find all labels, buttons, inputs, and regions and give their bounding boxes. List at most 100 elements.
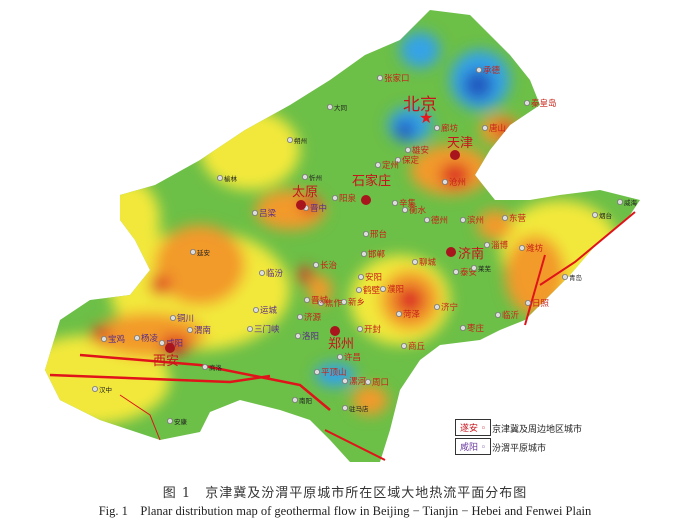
- city-marker[interactable]: 泰安: [452, 267, 477, 278]
- city-marker[interactable]: 杨凌: [133, 333, 159, 344]
- city-dot-icon: [186, 326, 193, 333]
- capital-city-marker[interactable]: 济南: [446, 246, 484, 262]
- city-dot-icon: [258, 269, 265, 276]
- city-marker[interactable]: 延安: [189, 248, 211, 257]
- city-marker[interactable]: 南阳: [291, 396, 312, 405]
- city-marker[interactable]: 周口: [364, 378, 389, 388]
- city-marker[interactable]: 驻马店: [341, 404, 369, 413]
- city-dot-icon: [617, 198, 624, 205]
- city-marker[interactable]: 德州: [423, 215, 448, 226]
- city-marker[interactable]: 忻州: [301, 173, 322, 182]
- city-marker[interactable]: 榆林: [216, 174, 238, 183]
- capital-city-marker[interactable]: 天津: [447, 136, 473, 160]
- city-label: 雄安: [412, 145, 429, 156]
- city-marker[interactable]: 晋城: [303, 296, 329, 306]
- city-label: 平顶山: [321, 367, 347, 378]
- city-marker[interactable]: 日照: [525, 299, 550, 309]
- city-marker[interactable]: 潍坊: [519, 243, 544, 254]
- city-marker[interactable]: 三门峡: [246, 324, 280, 335]
- city-marker[interactable]: 平顶山: [313, 367, 347, 378]
- legend-label-region: 京津冀及周边地区城市: [492, 425, 583, 435]
- city-dot-icon: [404, 146, 411, 153]
- city-dot-icon: [294, 332, 301, 339]
- city-marker[interactable]: 威海: [617, 198, 638, 207]
- city-marker[interactable]: 定州: [374, 160, 399, 171]
- city-marker[interactable]: 张家口: [376, 73, 410, 84]
- city-marker[interactable]: 濮阳: [379, 284, 404, 295]
- city-label: 运城: [260, 306, 278, 316]
- city-dot-icon: [525, 299, 532, 306]
- capital-label: 西安: [153, 354, 179, 369]
- city-label: 周口: [372, 378, 389, 388]
- city-label: 漯河: [349, 376, 367, 387]
- city-marker[interactable]: 安康: [166, 417, 188, 426]
- city-marker[interactable]: 承德: [475, 65, 501, 76]
- city-marker[interactable]: 济宁: [433, 302, 458, 313]
- city-marker[interactable]: 青岛: [562, 273, 582, 282]
- city-marker[interactable]: 运城: [252, 306, 278, 316]
- city-marker[interactable]: 漯河: [341, 376, 367, 387]
- capital-label: 石家庄: [352, 173, 391, 189]
- city-dot-icon: [524, 100, 531, 107]
- city-marker[interactable]: 保定: [394, 155, 420, 166]
- city-marker[interactable]: 汉中: [92, 385, 112, 394]
- fault-line: [119, 394, 161, 441]
- city-marker[interactable]: 铜川: [169, 313, 194, 324]
- city-dot-icon: [360, 250, 367, 257]
- city-marker[interactable]: 沧州: [441, 177, 466, 188]
- city-marker[interactable]: 唐山: [481, 123, 506, 134]
- city-marker[interactable]: 辛集: [391, 198, 417, 209]
- city-marker[interactable]: 鹤壁: [355, 285, 381, 296]
- city-marker[interactable]: 莱芜: [470, 264, 492, 273]
- city-marker[interactable]: 滨州: [459, 215, 484, 226]
- city-marker[interactable]: 淄博: [483, 240, 509, 251]
- capital-city-marker[interactable]: 太原: [292, 185, 318, 210]
- city-dot-icon: [376, 75, 383, 82]
- city-label: 邯郸: [368, 249, 386, 260]
- city-dot-icon: [470, 264, 477, 271]
- city-marker[interactable]: 商洛: [201, 363, 223, 372]
- capital-city-marker[interactable]: 石家庄: [352, 173, 391, 205]
- heat-flow-zone: [396, 286, 424, 314]
- city-marker[interactable]: 咸阳: [158, 338, 183, 349]
- city-marker[interactable]: 许昌: [336, 352, 361, 363]
- city-marker[interactable]: 大同: [326, 103, 347, 112]
- city-marker[interactable]: 朔州: [286, 136, 307, 145]
- city-marker[interactable]: 邯郸: [360, 249, 386, 260]
- city-marker[interactable]: 洛阳: [294, 331, 319, 342]
- city-marker[interactable]: 临汾: [258, 268, 284, 279]
- city-dot-icon: [356, 325, 363, 332]
- city-dot-icon: [501, 214, 508, 221]
- city-label: 日照: [532, 299, 550, 309]
- legend-sample-text: 遂安: [460, 424, 479, 434]
- city-marker[interactable]: 商丘: [400, 341, 426, 352]
- city-marker[interactable]: 聊城: [411, 257, 437, 268]
- city-dot-icon: [379, 285, 386, 292]
- city-label: 潍坊: [526, 243, 544, 254]
- city-marker[interactable]: 宝鸡: [101, 334, 125, 345]
- city-marker[interactable]: 衡水: [401, 205, 427, 216]
- city-marker[interactable]: 开封: [356, 324, 382, 335]
- city-marker[interactable]: 枣庄: [459, 323, 485, 334]
- city-marker[interactable]: 烟台: [592, 211, 612, 220]
- capital-city-marker[interactable]: ★北京: [403, 95, 437, 127]
- city-marker[interactable]: 邢台: [362, 229, 387, 240]
- city-label: 枣庄: [467, 323, 485, 334]
- city-dot-icon: [296, 313, 303, 320]
- city-marker[interactable]: 秦皇岛: [524, 98, 557, 109]
- city-marker[interactable]: 吕梁: [251, 209, 277, 219]
- city-marker[interactable]: 廊坊: [433, 123, 459, 134]
- city-marker[interactable]: 菏泽: [395, 309, 421, 320]
- capital-city-marker[interactable]: 西安: [153, 343, 179, 369]
- capital-city-marker[interactable]: 郑州: [328, 326, 354, 352]
- city-marker[interactable]: 安阳: [357, 272, 382, 283]
- city-marker[interactable]: 雄安: [404, 145, 429, 156]
- city-marker[interactable]: 东营: [501, 213, 526, 224]
- city-marker[interactable]: 焦作: [317, 298, 343, 309]
- city-marker[interactable]: 阳泉: [331, 193, 357, 204]
- city-marker[interactable]: 渭南: [186, 325, 211, 336]
- city-marker[interactable]: 长治: [312, 260, 338, 271]
- city-marker[interactable]: 临沂: [494, 310, 520, 321]
- city-marker[interactable]: 济源: [296, 312, 322, 323]
- city-marker[interactable]: 新乡: [340, 297, 365, 308]
